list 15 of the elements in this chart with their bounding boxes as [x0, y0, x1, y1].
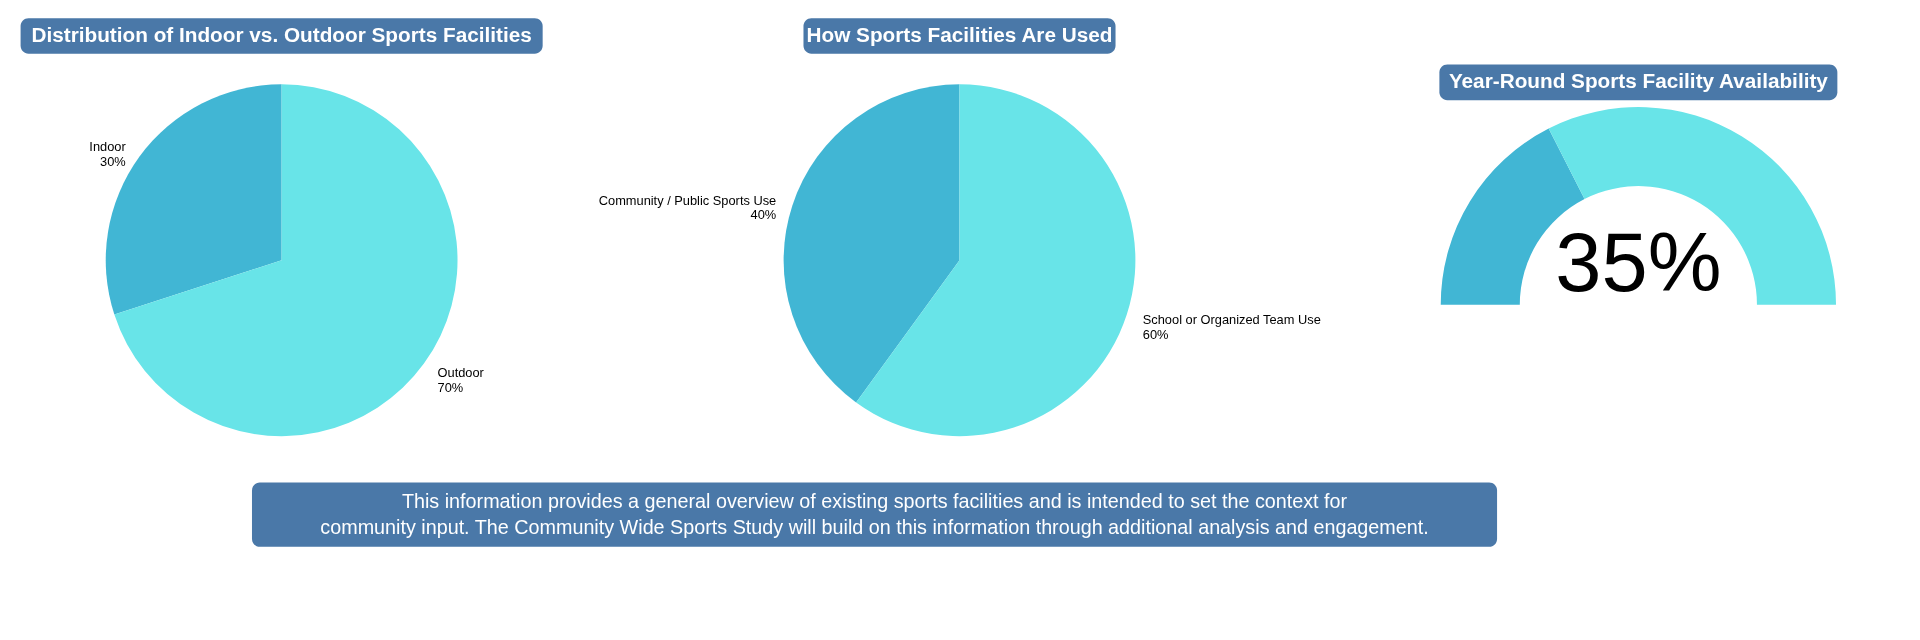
- chart-title: Distribution of Indoor vs. Outdoor Sports Facilities: [31, 22, 532, 46]
- data-label: 70%: [437, 380, 464, 396]
- slice-label: Outdoor: [437, 365, 485, 381]
- text: This information provides a general overview of existing sports facilities and is intended to set the context for community input. The Community Wide Sports Study will build on this information through additional analysis and engagement.: [320, 490, 1429, 538]
- slice-label: Community / Public Sports Use: [598, 192, 777, 208]
- chart-title: How Sports Facilities Are Used: [806, 22, 1113, 46]
- pie-slice: [783, 84, 960, 403]
- slice-label: Indoor: [89, 138, 127, 154]
- data-label: 30%: [100, 153, 126, 169]
- text: 35%: [1555, 215, 1722, 309]
- data-label: 40%: [750, 207, 777, 223]
- chart-title: Year-Round Sports Facility Availability: [1448, 69, 1829, 93]
- data-label: 60%: [1142, 326, 1169, 342]
- pie-slice: [856, 84, 1136, 437]
- slice-label: School or Organized Team Use: [1142, 311, 1321, 327]
